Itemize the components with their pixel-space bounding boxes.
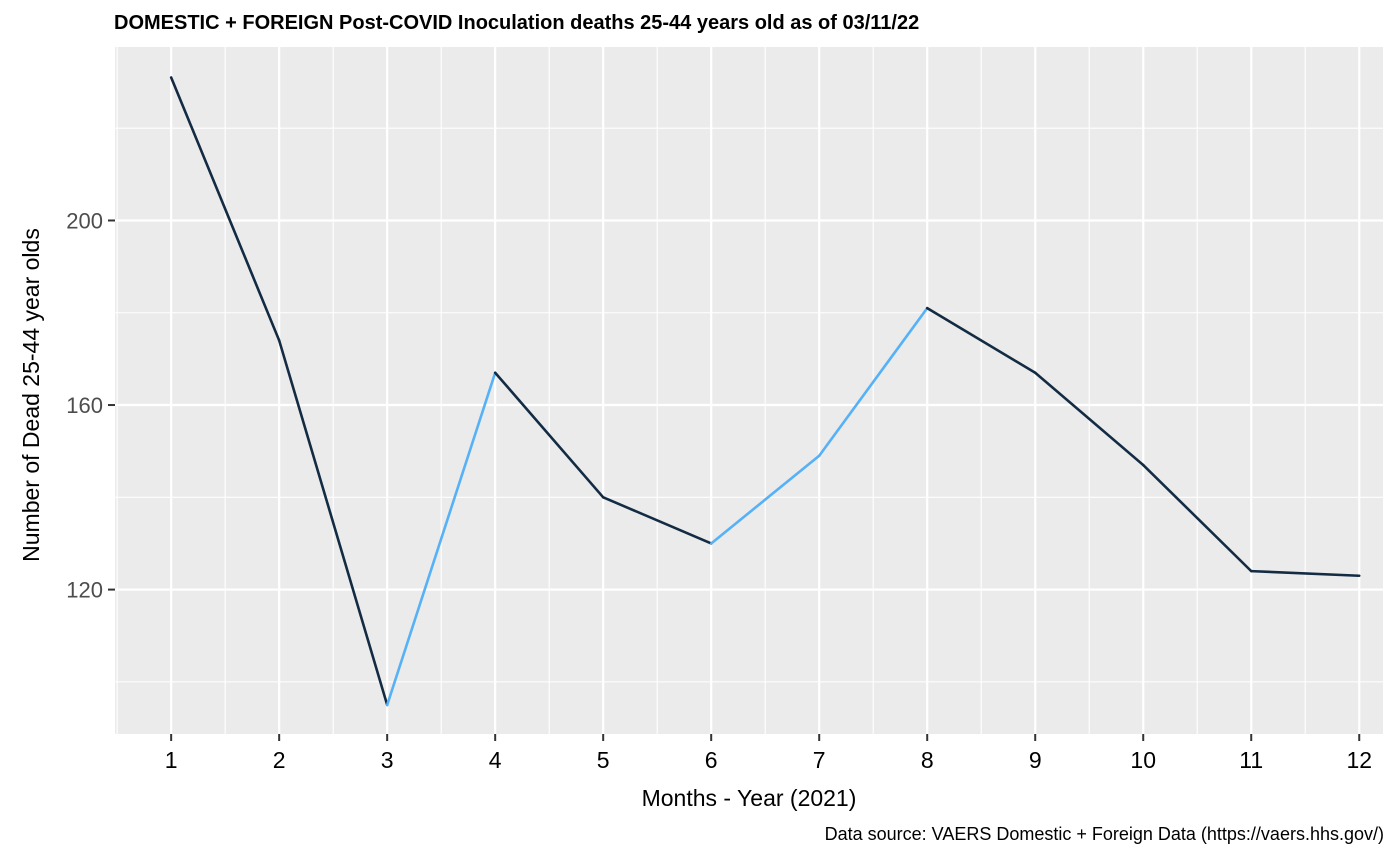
x-axis: 1 2 3 4 5 6 7 8 9 10 11 12 [165, 734, 1372, 773]
line-segment [925, 306, 1037, 375]
x-tick-label: 12 [1346, 747, 1372, 773]
line-segment [1249, 569, 1361, 578]
minor-gridlines [115, 47, 1383, 734]
line-segment [277, 339, 389, 707]
x-tick-label: 1 [165, 747, 178, 773]
y-tick-label: 120 [66, 578, 103, 603]
x-tick-label: 8 [921, 747, 934, 773]
y-axis-title: Number of Dead 25-44 year olds [18, 228, 44, 562]
x-tick-label: 9 [1029, 747, 1042, 773]
line-segment [493, 371, 605, 499]
line-segment [601, 496, 713, 545]
plot-panel [115, 47, 1383, 734]
major-gridlines [115, 47, 1383, 734]
chart-title: DOMESTIC + FOREIGN Post-COVID Inoculatio… [114, 12, 920, 34]
line-segment [709, 454, 821, 545]
x-tick-label: 2 [273, 747, 286, 773]
data-source-caption: Data source: VAERS Domestic + Foreign Da… [824, 824, 1384, 844]
line-segment [1033, 371, 1145, 467]
x-axis-title: Months - Year (2021) [642, 785, 857, 811]
y-tick-label: 200 [66, 208, 103, 233]
x-tick-label: 4 [489, 747, 502, 773]
y-axis: 120 160 200 [66, 208, 115, 603]
x-tick-label: 6 [705, 747, 718, 773]
line-segment [169, 76, 281, 342]
y-tick-label: 160 [66, 393, 103, 418]
line-segment [817, 306, 929, 458]
x-tick-label: 7 [813, 747, 826, 773]
x-tick-label: 5 [597, 747, 610, 773]
x-tick-label: 11 [1239, 747, 1263, 773]
x-tick-label: 3 [381, 747, 394, 773]
data-series [169, 76, 1361, 707]
x-tick-label: 10 [1130, 747, 1156, 773]
line-segment [385, 371, 497, 707]
line-segment [1141, 463, 1253, 573]
